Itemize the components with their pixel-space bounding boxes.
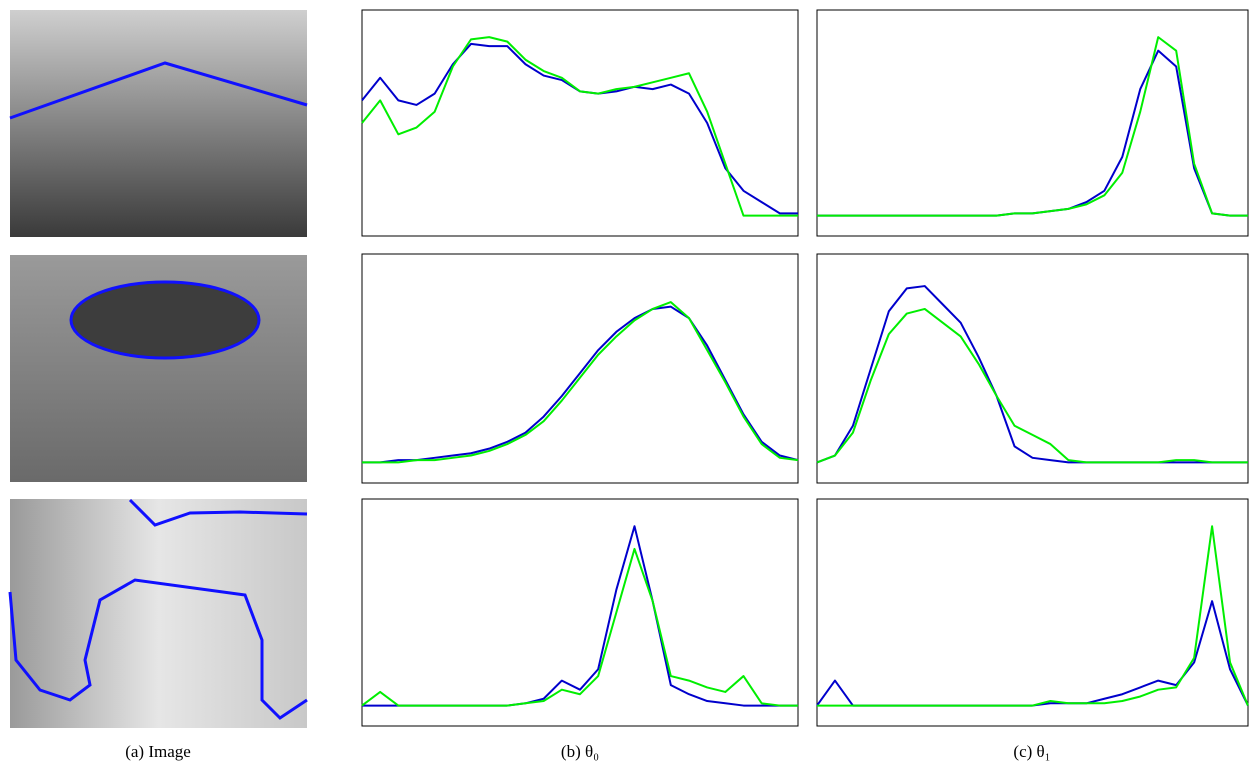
curve	[362, 301, 799, 464]
plot-frame	[361, 253, 799, 484]
plot-frame	[361, 9, 799, 237]
plot-frame	[816, 498, 1249, 727]
caption: (b) θ₀	[561, 742, 599, 761]
plot-frame	[816, 9, 1249, 237]
caption: (c) θ₁	[1013, 742, 1050, 761]
curve	[817, 36, 1248, 217]
curve	[362, 305, 799, 464]
caption: (a) Image	[125, 742, 191, 761]
image-pyramid	[9, 10, 308, 237]
curve	[817, 525, 1249, 707]
curve	[361, 547, 798, 707]
image-bears	[8, 498, 308, 728]
image-garden	[10, 255, 307, 482]
curve	[361, 36, 798, 217]
curve	[816, 285, 1248, 464]
curve	[816, 307, 1248, 464]
plot-frame	[361, 498, 799, 727]
plot-frame	[816, 253, 1249, 484]
